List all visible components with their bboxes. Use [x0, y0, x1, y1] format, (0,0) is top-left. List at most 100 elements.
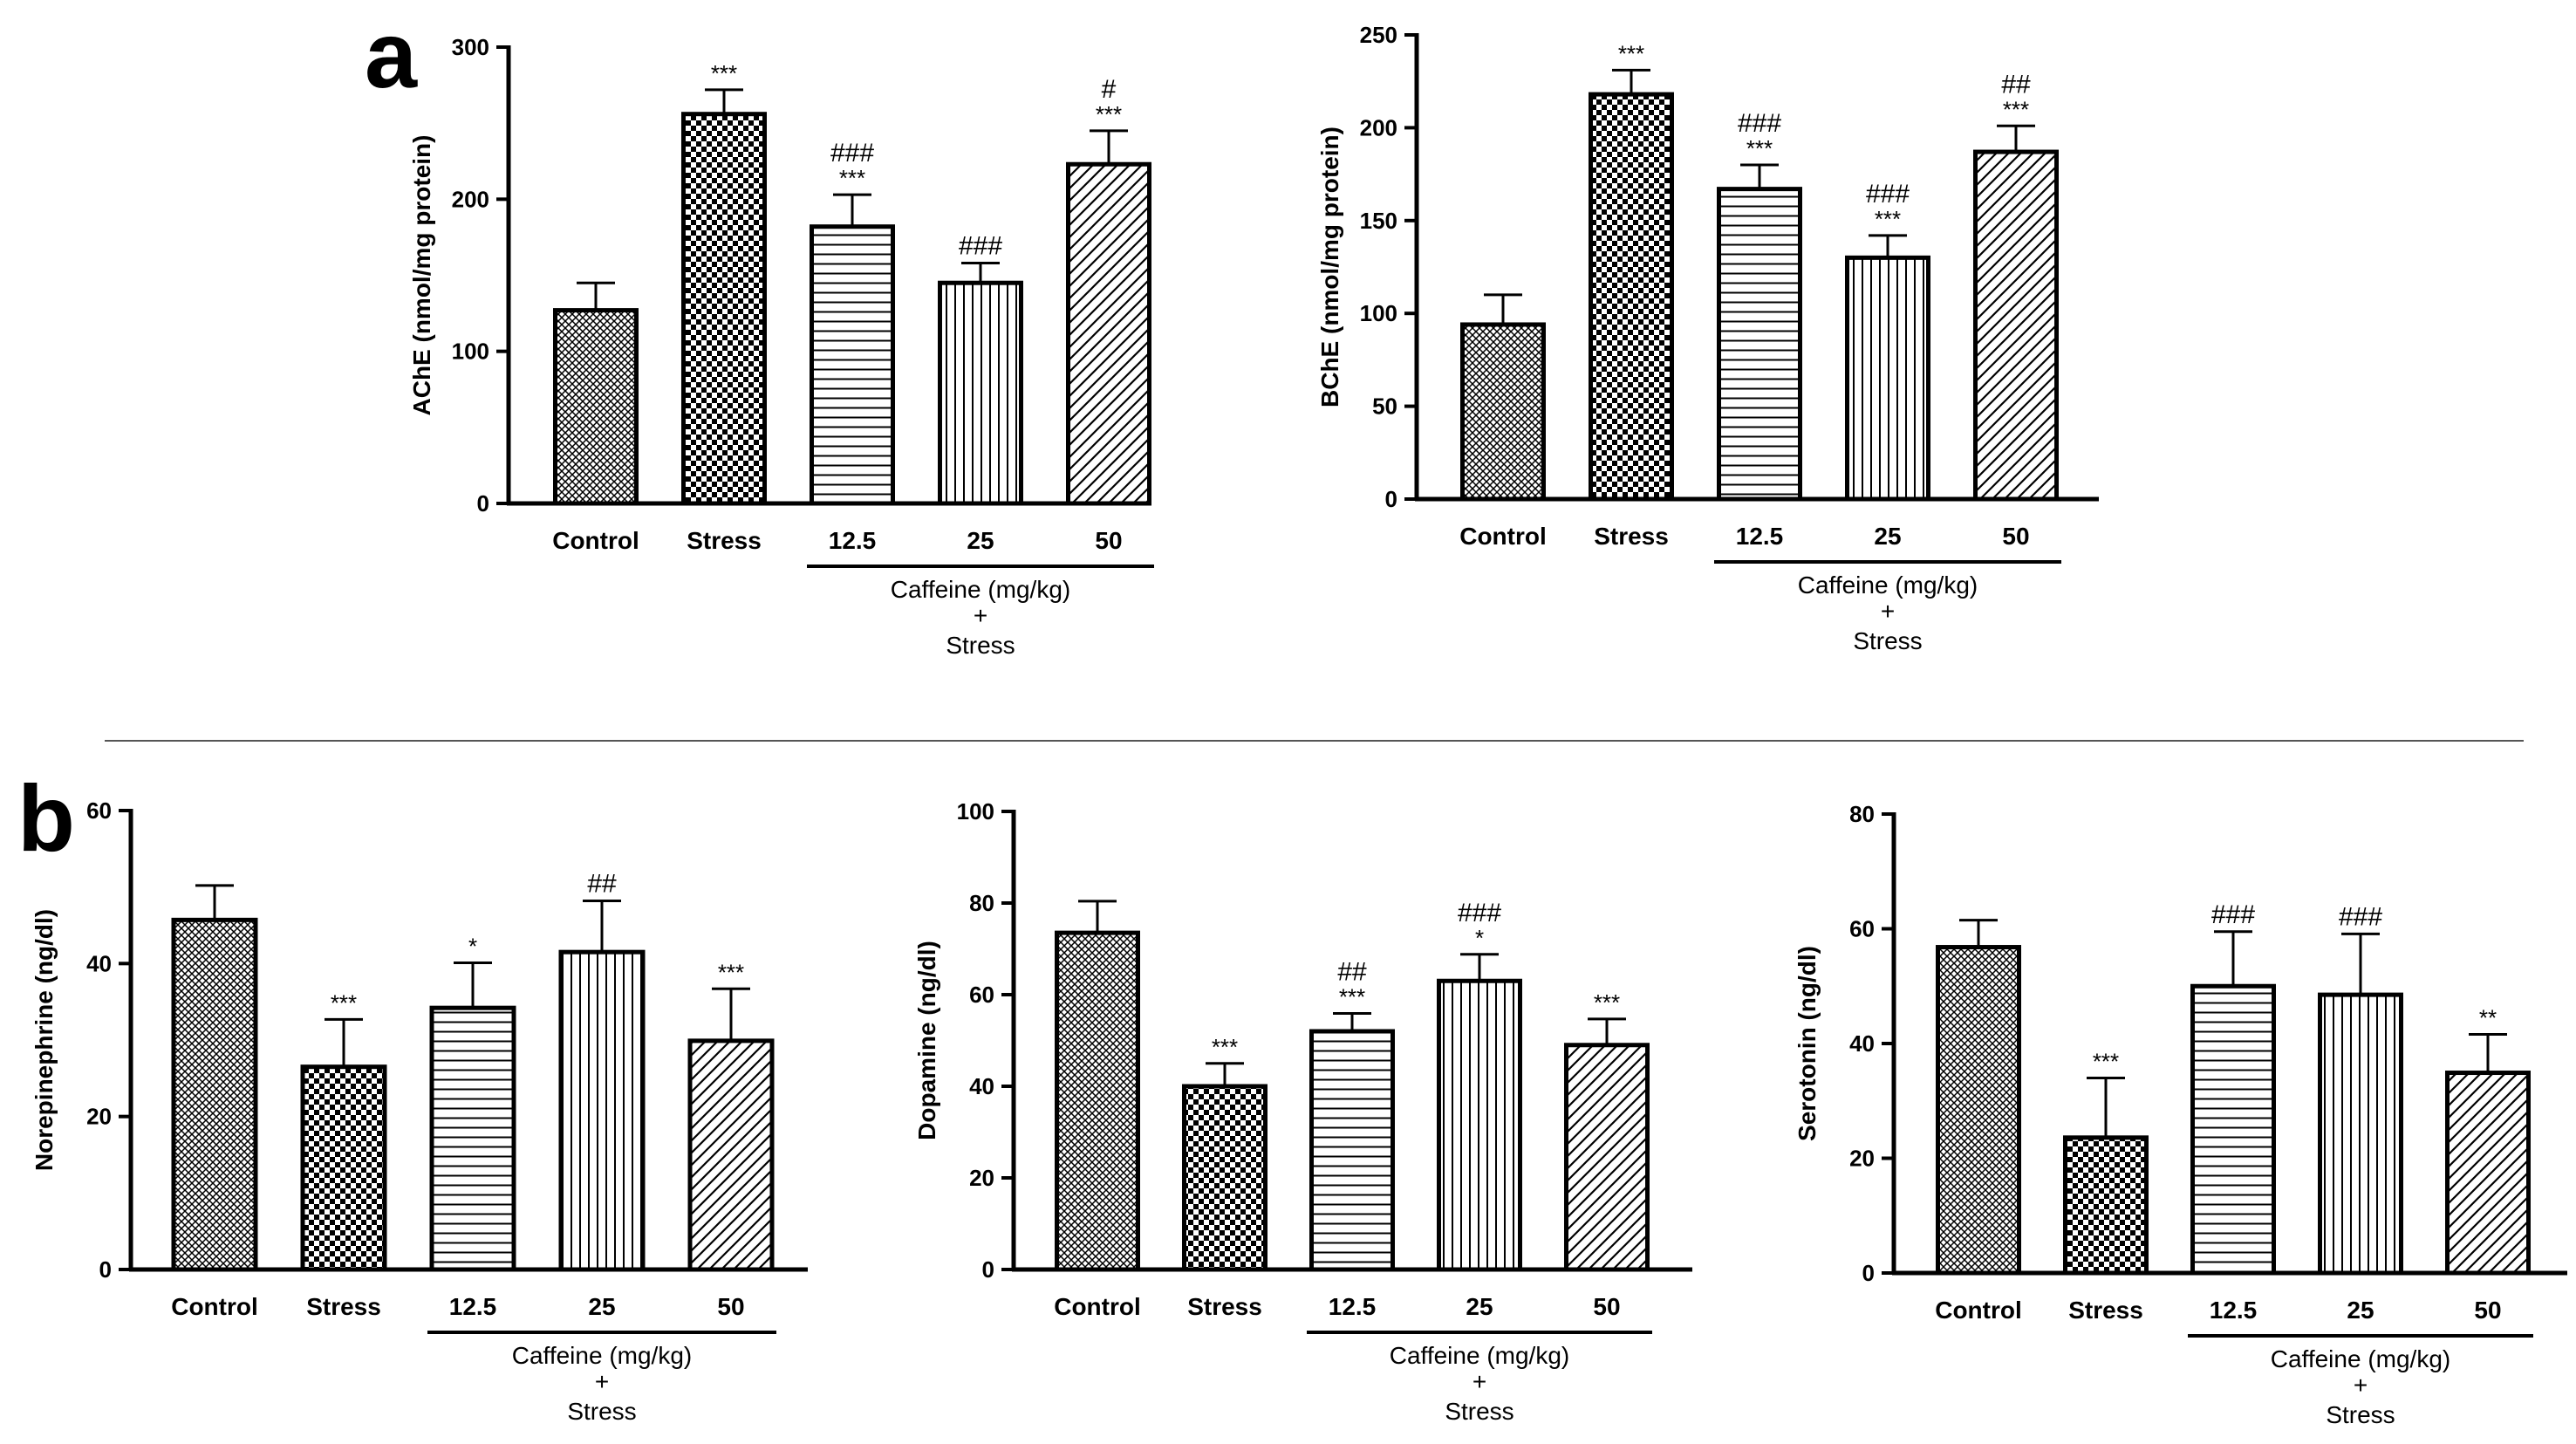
chart-4: 0 20 40 60 80 100 Dopamine (ng/dl) Control Stres… [913, 798, 1692, 1425]
category-label: 12.5 [2210, 1297, 2258, 1324]
group-caption-line2: + [2354, 1372, 2368, 1399]
y-tick-label: 200 [1360, 114, 1397, 140]
panel-label-a: a [365, 2, 418, 107]
significance-mark: * [1475, 925, 1484, 951]
category-label: 12.5 [1736, 523, 1784, 550]
significance-mark: *** [2003, 96, 2029, 122]
y-tick-label: 0 [1862, 1260, 1875, 1286]
category-label: Control [1935, 1297, 2022, 1324]
bar [1589, 92, 1674, 502]
group-caption-line2: + [974, 602, 987, 629]
category-label: 25 [588, 1293, 615, 1320]
significance-mark: * [468, 933, 477, 959]
group-caption-line2: + [1881, 598, 1895, 625]
group-caption-line1: Caffeine (mg/kg) [2271, 1345, 2450, 1372]
bar [300, 1064, 387, 1272]
group-caption-line1: Caffeine (mg/kg) [1390, 1342, 1569, 1369]
group-caption-line3: Stress [1853, 627, 1922, 654]
y-tick-label: 200 [452, 186, 489, 212]
y-tick-label: 100 [1360, 300, 1397, 326]
bar [1066, 161, 1151, 506]
significance-mark: ### [959, 232, 1002, 261]
group-caption-line3: Stress [946, 632, 1015, 659]
category-label: Control [171, 1293, 258, 1320]
bar [1973, 149, 2059, 502]
category-label: 25 [1874, 523, 1901, 550]
bar [2318, 992, 2403, 1276]
significance-mark: ### [830, 139, 874, 168]
y-tick-label: 50 [1372, 394, 1397, 420]
group-caption-line2: + [595, 1368, 609, 1395]
y-tick-label: 20 [969, 1165, 994, 1191]
significance-mark: ** [2479, 1004, 2497, 1030]
y-tick-label: 150 [1360, 208, 1397, 234]
group-caption-line3: Stress [1445, 1398, 1513, 1425]
chart-5: 0 20 40 60 80 Serotonin (ng/dl) Control Stress *… [1794, 801, 2567, 1428]
bar [553, 308, 639, 506]
group-caption-line3: Stress [567, 1398, 636, 1425]
category-label: 12.5 [449, 1293, 497, 1320]
significance-mark: ### [1738, 109, 1781, 138]
bar [2063, 1135, 2149, 1276]
bar [810, 224, 895, 506]
bar [1717, 187, 1802, 502]
chart-1: 0 100 200 300 AChE (nmol/mg protein) Control S… [408, 34, 1154, 659]
category-label: 25 [1466, 1293, 1493, 1320]
significance-mark: *** [1212, 1034, 1238, 1060]
significance-mark: *** [1618, 40, 1644, 66]
bar [1845, 255, 1930, 502]
y-axis-title: Dopamine (ng/dl) [913, 941, 940, 1140]
y-tick-label: 60 [969, 982, 994, 1008]
bar [1437, 978, 1522, 1272]
y-tick-label: 40 [86, 950, 112, 976]
y-tick-label: 60 [86, 797, 112, 824]
y-axis-title: Serotonin (ng/dl) [1794, 946, 1821, 1141]
significance-mark: ### [1866, 180, 1910, 209]
significance-mark: ## [2001, 70, 2031, 99]
significance-mark: ## [587, 869, 617, 898]
significance-mark: *** [839, 165, 865, 191]
group-caption-line1: Caffeine (mg/kg) [891, 576, 1070, 603]
y-axis-title: Norepinephrine (ng/dl) [31, 909, 58, 1171]
y-tick-label: 80 [969, 890, 994, 916]
y-tick-label: 300 [452, 34, 489, 60]
bar [687, 1038, 775, 1272]
bar [1460, 322, 1546, 502]
y-tick-label: 20 [86, 1104, 112, 1130]
group-caption-line1: Caffeine (mg/kg) [1798, 571, 1978, 599]
y-tick-label: 250 [1360, 22, 1397, 48]
category-label: Stress [306, 1293, 381, 1320]
category-label: Stress [1594, 523, 1669, 550]
bar [681, 112, 767, 506]
y-tick-label: 0 [477, 490, 489, 517]
chart-3: 0 20 40 60 Norepinephrine (ng/dl) Control Stre… [31, 797, 808, 1425]
y-tick-label: 60 [1849, 916, 1875, 942]
bar [1309, 1029, 1395, 1272]
category-label: 25 [2347, 1297, 2374, 1324]
category-label: 50 [2474, 1297, 2501, 1324]
bar [1055, 930, 1140, 1272]
significance-mark: *** [2093, 1048, 2119, 1074]
significance-mark: *** [1875, 206, 1901, 232]
category-label: Stress [2068, 1297, 2143, 1324]
significance-mark: *** [1594, 989, 1620, 1016]
category-label: 12.5 [1329, 1293, 1377, 1320]
bar [938, 280, 1023, 506]
significance-mark: ### [2339, 902, 2382, 931]
bar [1564, 1043, 1650, 1272]
y-tick-label: 40 [1849, 1030, 1875, 1057]
bar [171, 917, 258, 1272]
significance-mark: # [1102, 75, 1117, 104]
significance-mark: *** [711, 60, 737, 86]
category-label: 12.5 [829, 527, 877, 554]
group-caption-line1: Caffeine (mg/kg) [512, 1342, 692, 1369]
bar [2190, 983, 2276, 1276]
y-tick-label: 0 [99, 1256, 112, 1283]
significance-mark: *** [1746, 135, 1773, 161]
y-tick-label: 100 [957, 798, 994, 825]
significance-mark: *** [718, 959, 744, 985]
category-label: 25 [967, 527, 994, 554]
bar [558, 949, 646, 1272]
